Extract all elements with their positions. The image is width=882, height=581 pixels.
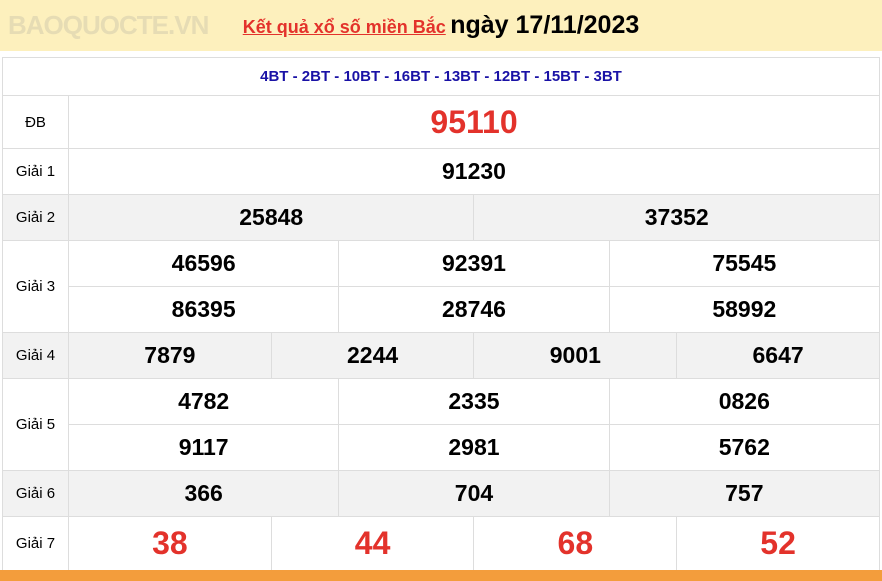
prize-label: Giải 1 <box>2 148 69 195</box>
prize-number: 38 <box>68 516 272 571</box>
prize-number: 7879 <box>68 332 272 379</box>
prize-number: 5762 <box>608 424 881 471</box>
prize-label: Giải 5 <box>2 378 69 471</box>
ticket-codes: 4BT - 2BT - 10BT - 16BT - 13BT - 12BT - … <box>2 57 880 96</box>
prize-number: 4782 <box>67 378 340 425</box>
draw-date: ngày 17/11/2023 <box>450 11 640 39</box>
prize-number: 757 <box>608 470 881 517</box>
prize-number: 366 <box>67 470 340 517</box>
prize-number: 28746 <box>338 286 610 333</box>
prize-number: 68 <box>473 516 678 571</box>
prize-number: 0826 <box>608 378 881 425</box>
prize-label: ĐB <box>2 95 69 149</box>
prize-number: 37352 <box>473 194 880 241</box>
prize-number: 86395 <box>67 286 340 333</box>
prize-number: 6647 <box>676 332 880 379</box>
prize-label: Giải 6 <box>2 470 69 517</box>
prize-number: 92391 <box>338 240 610 287</box>
prize-number: 46596 <box>67 240 340 287</box>
prize-number: 704 <box>338 470 610 517</box>
prize-number: 25848 <box>67 194 475 241</box>
prize-number: 2244 <box>270 332 475 379</box>
prize-number: 91230 <box>68 148 880 195</box>
prize-label: Giải 7 <box>2 516 69 571</box>
prize-number: 58992 <box>608 286 881 333</box>
prize-label: Giải 3 <box>2 240 69 333</box>
prize-number: 44 <box>270 516 475 571</box>
prize-number: 9001 <box>473 332 678 379</box>
prize-label: Giải 4 <box>2 332 69 379</box>
page-header: Kết quả xổ số miền Bắc ngày 17/11/2023 <box>0 0 882 51</box>
prize-number: 2335 <box>338 378 610 425</box>
results-table: 4BT - 2BT - 10BT - 16BT - 13BT - 12BT - … <box>2 57 881 571</box>
watermark: BAOQUOCTE.VN <box>8 10 209 40</box>
prize-number: 52 <box>676 516 880 571</box>
title-link[interactable]: Kết quả xổ số miền Bắc <box>242 17 446 37</box>
prize-number: 75545 <box>608 240 881 287</box>
prize-number: 2981 <box>338 424 610 471</box>
special-prize: 95110 <box>68 95 880 149</box>
footer-bar <box>0 570 882 581</box>
prize-label: Giải 2 <box>2 194 69 241</box>
prize-number: 9117 <box>67 424 340 471</box>
